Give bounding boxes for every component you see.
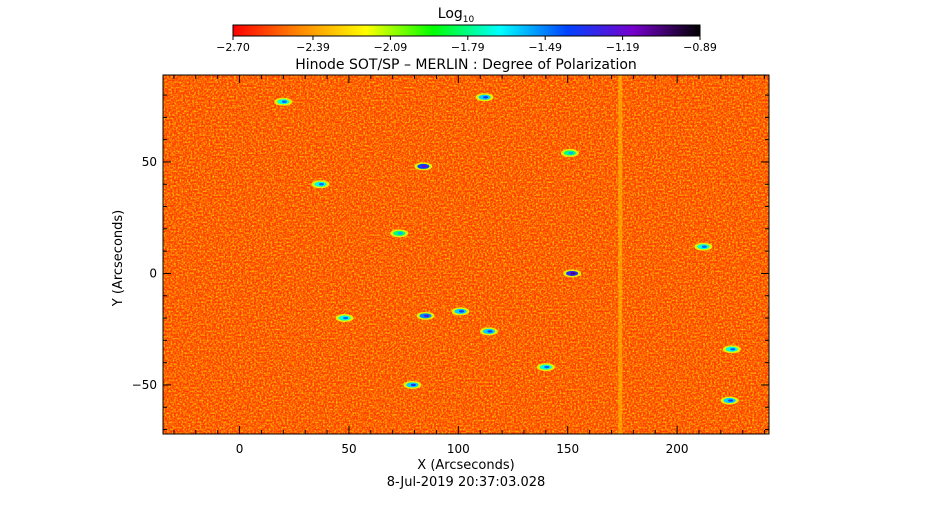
plot-frame [162,74,770,435]
vertical-stripe [618,75,623,434]
colorbar-label: Log10 [438,6,475,25]
polarization-patch [451,307,470,316]
heatmap-image [163,75,769,434]
x-tick-label: 150 [556,442,579,456]
polarization-patch [563,269,582,278]
y-axis: −50 0 50 [132,94,769,431]
colorbar-tick-label: −2.39 [296,41,330,54]
polarization-features [274,75,741,434]
y-tick-label: −50 [132,378,157,392]
heatmap-texture [163,75,769,434]
polarization-patch [536,363,555,372]
polarization-patch [274,97,293,106]
x-tick-label: 100 [447,442,470,456]
timestamp: 8-Jul-2019 20:37:03.028 [387,475,546,490]
colorbar-ticks: −2.70 −2.39 −2.09 −1.79 −1.49 −1.19 −0.89 [216,36,717,54]
polarization-patch [479,327,498,336]
x-axis: 0 50 100 150 200 [173,75,766,456]
polarization-patch [720,396,739,405]
colorbar-tick-label: −1.49 [528,41,562,54]
polarization-patch [335,314,354,323]
x-tick-label: 50 [341,442,356,456]
polarization-patch [414,162,433,171]
colorbar-tick-label: −2.70 [216,41,250,54]
polarization-patch [416,311,435,320]
y-tick-label: 50 [142,155,157,169]
polarization-patch [475,93,494,102]
polarization-patch [722,345,741,354]
y-tick-label: 0 [149,266,157,280]
polarization-patch [694,242,713,251]
colorbar-tick-label: −1.19 [606,41,640,54]
polarization-patch [403,380,422,389]
polarization-patch [390,229,409,238]
colorbar [232,24,701,37]
y-axis-label: Y (Arcseconds) [111,210,126,307]
polarization-patch [311,180,330,189]
x-tick-label: 200 [666,442,689,456]
x-axis-label: X (Arcseconds) [417,458,514,473]
chart-title: Hinode SOT/SP – MERLIN : Degree of Polar… [295,57,637,73]
colorbar-tick-label: −2.09 [374,41,408,54]
colorbar-tick-label: −1.79 [451,41,485,54]
colorbar-tick-label: −0.89 [683,41,717,54]
x-tick-label: 0 [236,442,244,456]
polarization-patch [560,149,579,158]
